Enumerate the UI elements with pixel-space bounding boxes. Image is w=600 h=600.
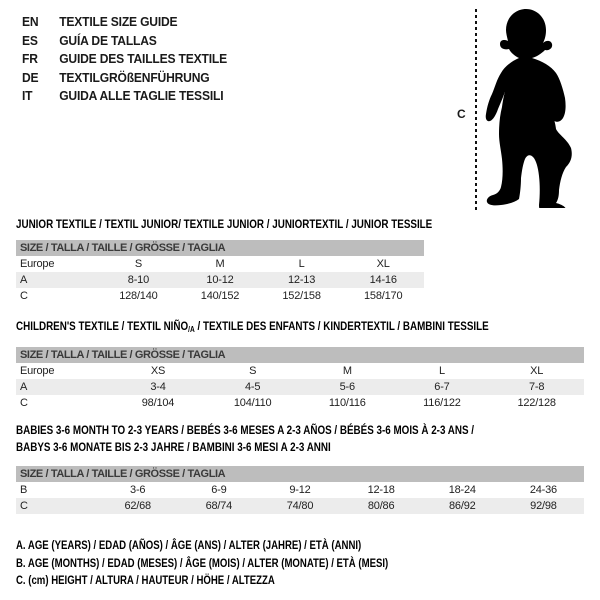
- language-title: GUIDA ALLE TAGLIE TESSILI: [59, 88, 224, 104]
- size-header-label: SIZE / TALLA / TAILLE / GRÖSSE / TAGLIA: [16, 347, 584, 363]
- children-title-text-2: / TEXTILE DES ENFANTS / KINDERTEXTIL / B…: [194, 319, 489, 333]
- size-cell: 6-9: [211, 484, 227, 496]
- table-row: B 3-6 6-9 9-12 12-18 18-24 24-36: [16, 482, 584, 498]
- size-cell: 3-4: [150, 381, 166, 393]
- size-cell: 9-12: [289, 484, 311, 496]
- size-header-row: SIZE / TALLA / TAILLE / GRÖSSE / TAGLIA: [16, 347, 584, 363]
- size-cell: 6-7: [434, 381, 450, 393]
- size-cell: 74/80: [286, 500, 314, 512]
- size-cell: 86/92: [449, 500, 476, 512]
- children-title-text: CHILDREN'S TEXTILE / TEXTIL NIÑO: [16, 319, 189, 333]
- row-label: C: [20, 290, 28, 302]
- size-cell: 104/110: [233, 397, 272, 409]
- footnotes: A. AGE (YEARS) / EDAD (AÑOS) / ÂGE (ANS)…: [16, 537, 388, 590]
- size-cell: 8-10: [127, 274, 149, 286]
- size-cell: 68/74: [205, 500, 233, 512]
- babies-size-table: SIZE / TALLA / TAILLE / GRÖSSE / TAGLIA B…: [16, 466, 584, 514]
- size-cell: 128/140: [119, 290, 158, 302]
- junior-size-table: SIZE / TALLA / TAILLE / GRÖSSE / TAGLIA E…: [16, 240, 424, 304]
- language-row: FR GUIDE DES TAILLES TEXTILE: [22, 50, 227, 69]
- babies-table-title-line2: BABYS 3-6 MONATE BIS 2-3 JAHRE / BAMBINI…: [16, 440, 331, 454]
- height-dashed-line: [475, 9, 477, 211]
- table-row: C 62/68 68/74 74/80 80/86 86/92 92/98: [16, 498, 584, 514]
- row-label: Europe: [20, 258, 55, 270]
- language-row: EN TEXTILE SIZE GUIDE: [22, 13, 227, 32]
- size-cell: 92/98: [530, 500, 557, 512]
- size-cell: 5-6: [339, 381, 356, 393]
- footnote-a: A. AGE (YEARS) / EDAD (AÑOS) / ÂGE (ANS)…: [16, 538, 362, 552]
- table-row: C 98/104 104/110 110/116 116/122 122/128: [16, 395, 584, 411]
- row-label: A: [20, 381, 28, 393]
- table-row: A 8-10 10-12 12-13 14-16: [16, 272, 424, 288]
- size-cell: 110/116: [328, 397, 366, 409]
- baby-silhouette-icon: [485, 9, 572, 208]
- language-row: ES GUÍA DE TALLAS: [22, 32, 227, 51]
- language-title-list: EN TEXTILE SIZE GUIDE ES GUÍA DE TALLAS …: [22, 13, 227, 106]
- babies-table-title-line1: BABIES 3-6 MONTH TO 2-3 YEARS / BEBÉS 3-…: [16, 423, 475, 437]
- size-cell: M: [342, 365, 352, 377]
- size-header-label: SIZE / TALLA / TAILLE / GRÖSSE / TAGLIA: [16, 240, 424, 256]
- size-cell: 158/170: [364, 290, 403, 302]
- size-header-row: SIZE / TALLA / TAILLE / GRÖSSE / TAGLIA: [16, 240, 424, 256]
- size-cell: 4-5: [244, 381, 261, 393]
- language-title: GUIDE DES TAILLES TEXTILE: [59, 51, 227, 67]
- size-cell: 14-16: [369, 274, 397, 286]
- row-label: Europe: [20, 365, 55, 377]
- size-cell: 3-6: [130, 484, 146, 496]
- size-cell: 12-13: [288, 274, 316, 286]
- row-label: B: [20, 484, 28, 496]
- size-cell: M: [215, 258, 225, 270]
- table-row: Europe XS S M L XL: [16, 363, 584, 379]
- size-cell: XL: [376, 258, 390, 270]
- language-code: FR: [22, 51, 38, 67]
- size-cell: 12-18: [367, 484, 395, 496]
- size-header-label: SIZE / TALLA / TAILLE / GRÖSSE / TAGLIA: [16, 466, 584, 482]
- children-table-title: CHILDREN'S TEXTILE / TEXTIL NIÑO/A / TEX…: [16, 319, 489, 334]
- size-cell: 140/152: [200, 290, 240, 302]
- footnote-c: C. (cm) HEIGHT / ALTURA / HAUTEUR / HÖHE…: [16, 573, 275, 587]
- footnote-b: B. AGE (MONTHS) / EDAD (MESES) / ÂGE (MO…: [16, 555, 389, 570]
- row-label: A: [20, 274, 28, 286]
- size-cell: L: [438, 365, 445, 377]
- table-row: C 128/140 140/152 152/158 158/170: [16, 288, 424, 304]
- size-cell: 10-12: [206, 274, 234, 286]
- size-cell: S: [249, 365, 257, 377]
- height-measure-label: C: [457, 107, 466, 121]
- size-cell: 18-24: [448, 484, 476, 496]
- row-label: C: [20, 397, 28, 409]
- size-cell: XS: [150, 365, 166, 377]
- language-row: DE TEXTILGRÖßENFÜHRUNG: [22, 69, 227, 88]
- size-cell: S: [134, 258, 142, 270]
- size-cell: 80/86: [367, 500, 395, 512]
- language-title: TEXTILE SIZE GUIDE: [59, 14, 178, 29]
- row-label: C: [20, 500, 28, 512]
- size-cell: 62/68: [124, 500, 151, 512]
- table-row: Europe S M L XL: [16, 256, 424, 272]
- children-size-table: SIZE / TALLA / TAILLE / GRÖSSE / TAGLIA E…: [16, 347, 584, 411]
- language-code: DE: [22, 69, 39, 85]
- size-cell: 152/158: [282, 290, 321, 302]
- children-title-subscript: /A: [188, 325, 195, 334]
- size-header-row: SIZE / TALLA / TAILLE / GRÖSSE / TAGLIA: [16, 466, 584, 482]
- size-cell: 98/104: [141, 397, 175, 409]
- size-cell: 24-36: [529, 484, 557, 496]
- size-cell: L: [298, 258, 305, 270]
- language-code: EN: [22, 14, 39, 29]
- language-row: IT GUIDA ALLE TAGLIE TESSILI: [22, 87, 227, 106]
- size-cell: 7-8: [528, 381, 545, 393]
- size-cell: 122/128: [517, 397, 556, 409]
- table-row: A 3-4 4-5 5-6 6-7 7-8: [16, 379, 584, 395]
- size-cell: 116/122: [423, 397, 461, 409]
- size-cell: XL: [530, 365, 544, 377]
- language-title: TEXTILGRÖßENFÜHRUNG: [59, 69, 210, 85]
- language-code: IT: [22, 88, 33, 104]
- junior-table-title: JUNIOR TEXTILE / TEXTIL JUNIOR/ TEXTILE …: [16, 217, 433, 231]
- language-title: GUÍA DE TALLAS: [59, 32, 157, 48]
- language-code: ES: [22, 32, 38, 48]
